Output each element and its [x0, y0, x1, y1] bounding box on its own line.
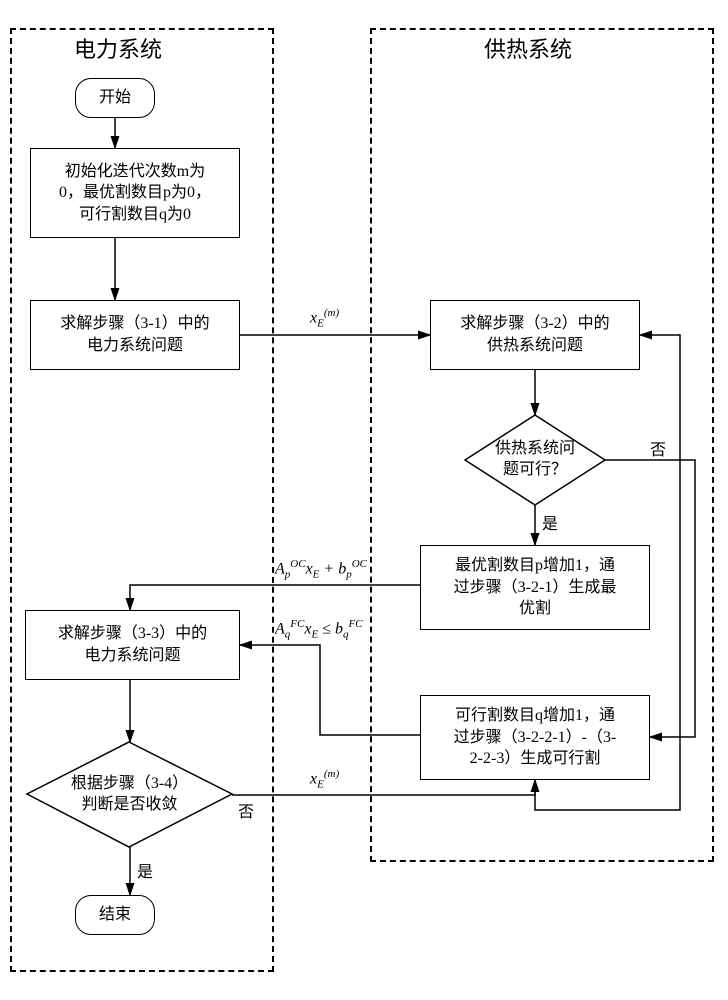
flowchart-canvas: 电力系统 供热系统 开始 初始化迭代次数m为 [0, 0, 728, 1000]
convq-no: 否 [238, 798, 254, 822]
node-solve-e2: 求解步骤（3-3）中的 电力系统问题 [25, 610, 240, 680]
node-feas-q: 供热系统问 题可行？ [465, 415, 605, 505]
node-start: 开始 [75, 78, 155, 118]
node-end: 结束 [75, 895, 155, 935]
node-opt-cut: 最优割数目p增加1，通 过步骤（3-2-1）生成最 优割 [420, 545, 650, 630]
node-solve-h: 求解步骤（3-2）中的 供热系统问题 [430, 300, 640, 370]
node-feas-cut: 可行割数目q增加1，通 过步骤（3-2-2-1）-（3- 2-2-3）生成可行割 [420, 695, 650, 780]
feasq-yes: 是 [542, 510, 558, 534]
node-solve-e1: 求解步骤（3-1）中的 电力系统问题 [30, 300, 240, 370]
edge-label-xe-m-1: xE(m) [310, 307, 339, 330]
edge-label-fc: AqFCxE ≤ bqFC [275, 618, 363, 641]
node-init: 初始化迭代次数m为 0，最优割数目p为0， 可行割数目q为0 [30, 148, 240, 238]
feasq-no: 否 [650, 436, 666, 460]
edge-label-xe-m-2: xE(m) [310, 768, 339, 791]
convq-yes: 是 [137, 858, 153, 882]
edge-label-oc: ApOCxE + bpOC [275, 558, 367, 581]
node-conv-q: 根据步骤（3-4） 判断是否收敛 [27, 742, 232, 847]
